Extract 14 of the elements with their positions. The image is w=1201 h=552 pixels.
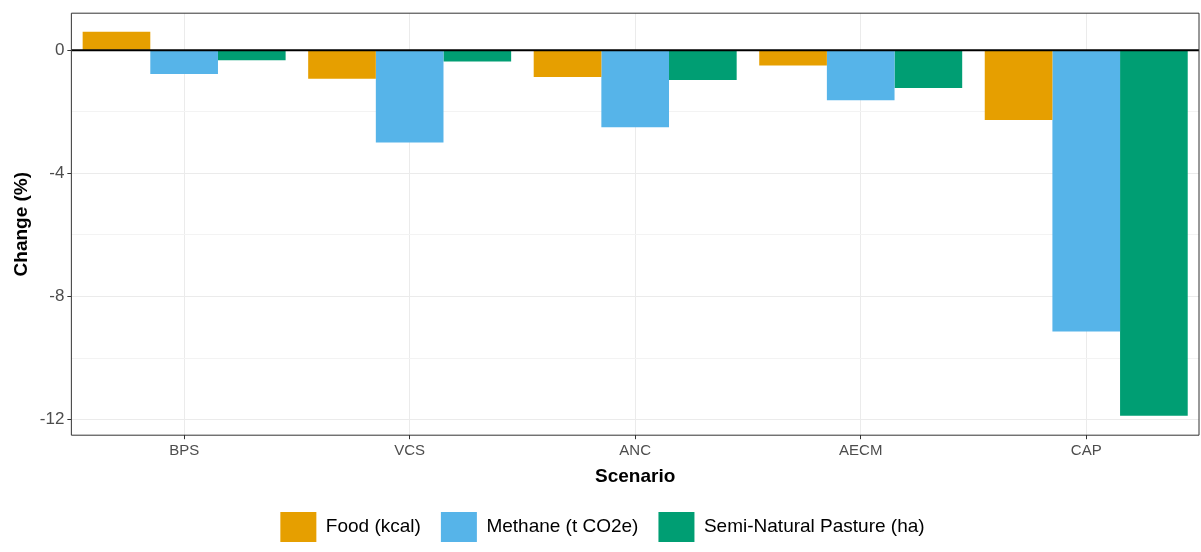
legend-label: Methane (t CO2e) xyxy=(486,515,639,537)
x-tick-label: AECM xyxy=(839,441,883,459)
y-tick-label: -12 xyxy=(39,409,65,429)
x-tick-label: ANC xyxy=(619,441,652,459)
x-tick-label: VCS xyxy=(394,441,426,459)
x-tick-label: BPS xyxy=(169,441,200,459)
y-axis-title: Change (%) xyxy=(9,171,31,277)
legend-label: Semi-Natural Pasture (ha) xyxy=(703,515,925,537)
x-tick-label: CAP xyxy=(1070,441,1102,459)
y-tick-label: 0 xyxy=(54,39,65,59)
y-tick-label: -8 xyxy=(49,286,65,306)
y-tick-label: -4 xyxy=(49,163,65,183)
x-axis-title: Scenario xyxy=(595,464,676,486)
legend-label: Food (kcal) xyxy=(325,515,421,537)
